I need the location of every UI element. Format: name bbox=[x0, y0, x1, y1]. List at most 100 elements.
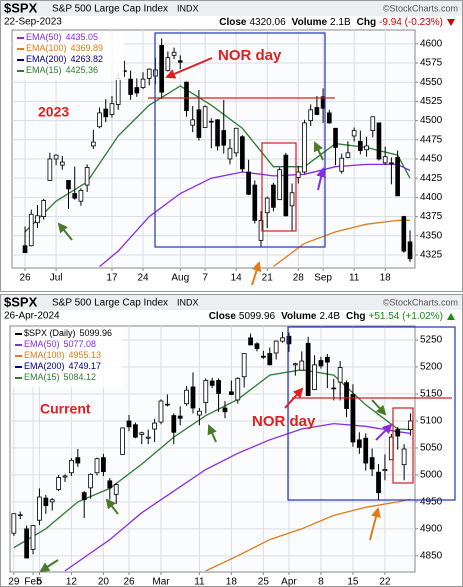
change-arrow bbox=[447, 19, 455, 26]
candle-body bbox=[66, 180, 71, 190]
candle-body bbox=[240, 136, 245, 170]
y-tick-label: 4375 bbox=[420, 211, 443, 222]
candle-body bbox=[363, 437, 369, 464]
candle-body bbox=[376, 471, 381, 494]
y-tick-label: 4475 bbox=[420, 134, 443, 145]
candle-body bbox=[184, 81, 189, 112]
y-tick-label: 5100 bbox=[420, 416, 443, 427]
annotation-box bbox=[392, 407, 414, 484]
annotation-arrow bbox=[369, 507, 381, 541]
candle-body bbox=[24, 528, 30, 559]
date: 22-Sep-2023 bbox=[4, 17, 62, 28]
legend-name: EMA(200) bbox=[24, 361, 65, 371]
exchange: INDX bbox=[177, 297, 199, 307]
candle-body bbox=[203, 380, 209, 404]
y-tick-label: 5250 bbox=[420, 335, 443, 346]
candle-body bbox=[382, 469, 388, 471]
candle-body bbox=[109, 103, 115, 115]
legend-entry: EMA(100) 4369.89 bbox=[26, 43, 103, 53]
legend-value: 4369.89 bbox=[71, 43, 104, 53]
x-tick-label: 26 bbox=[123, 577, 135, 587]
x-tick-label: 5 bbox=[37, 577, 43, 587]
annotation-text: NOR day bbox=[252, 413, 316, 430]
legend-name: EMA(100) bbox=[24, 350, 65, 360]
candle-body bbox=[56, 477, 62, 490]
candle-body bbox=[233, 127, 239, 154]
candle-body bbox=[120, 427, 125, 455]
symbol: $SPX bbox=[4, 294, 38, 309]
annotation-box bbox=[154, 32, 326, 248]
candle-body bbox=[196, 109, 202, 138]
y-tick-label: 4850 bbox=[420, 550, 443, 561]
candle-body bbox=[408, 420, 413, 430]
candle-body bbox=[277, 169, 282, 201]
x-tick-label: 17 bbox=[106, 273, 118, 284]
candle-body bbox=[248, 337, 253, 346]
candle-body bbox=[72, 193, 78, 199]
candle-body bbox=[11, 513, 17, 534]
candle-body bbox=[333, 127, 338, 148]
legend-name: EMA(50) bbox=[24, 339, 60, 349]
x-tick-label: 11 bbox=[349, 273, 360, 284]
candle-body bbox=[126, 420, 132, 428]
annotation-arrow bbox=[371, 399, 387, 416]
y-tick-label: 4500 bbox=[420, 115, 443, 126]
candle-body bbox=[133, 424, 138, 438]
candle-body bbox=[41, 200, 46, 217]
exchange: INDX bbox=[177, 3, 199, 13]
candle-body bbox=[289, 192, 295, 207]
annotation-text: Current bbox=[40, 401, 91, 417]
candle-body bbox=[370, 116, 376, 131]
candle-body bbox=[258, 219, 264, 241]
legend-name: EMA(50) bbox=[26, 32, 62, 42]
annotation-text: 2023 bbox=[38, 104, 69, 120]
candle-body bbox=[252, 184, 258, 221]
y-tick-label: 4450 bbox=[420, 154, 443, 165]
candle-body bbox=[62, 475, 68, 478]
annotation-arrow bbox=[39, 559, 59, 573]
close-value: 4320.06 bbox=[250, 17, 287, 28]
candle-body bbox=[139, 432, 145, 435]
candle-body bbox=[28, 213, 34, 247]
legend-entry: EMA(15) 5084.12 bbox=[24, 372, 96, 382]
candle-body bbox=[91, 141, 96, 147]
legend-value: 5077.08 bbox=[64, 339, 97, 349]
x-tick-label: 24 bbox=[137, 273, 149, 284]
candle-body bbox=[241, 353, 247, 378]
candle-body bbox=[369, 457, 375, 470]
ema-line bbox=[64, 422, 411, 572]
candle-body bbox=[331, 387, 337, 390]
quote-info: Close 5099.96 Volume 2.4B Chg +51.54 (+1.02%) bbox=[209, 311, 443, 322]
candle-body bbox=[30, 525, 36, 550]
x-tick-label: Aug bbox=[171, 273, 189, 284]
candle-body bbox=[350, 394, 356, 443]
candle-body bbox=[286, 335, 292, 345]
candle-body bbox=[351, 130, 357, 137]
x-tick-label: 20 bbox=[98, 577, 110, 587]
candle-body bbox=[158, 400, 164, 423]
annotation-box bbox=[261, 142, 297, 232]
date: 26-Apr-2024 bbox=[4, 311, 60, 322]
candle-body bbox=[140, 78, 146, 88]
annotation-text: NOR day bbox=[218, 47, 282, 64]
candle-body bbox=[97, 112, 102, 128]
candle-body bbox=[358, 140, 363, 151]
annotation-arrow bbox=[165, 57, 213, 79]
x-tick-label: 18 bbox=[380, 273, 392, 284]
y-tick-label: 4425 bbox=[420, 173, 443, 184]
candle-body bbox=[152, 422, 157, 430]
candle-body bbox=[401, 448, 407, 466]
candle-body bbox=[128, 78, 133, 95]
candle-body bbox=[216, 380, 221, 394]
volume-value: 2.4B bbox=[319, 311, 340, 322]
y-tick-label: 5150 bbox=[420, 389, 443, 400]
annotation-arrow bbox=[207, 424, 217, 443]
legend-name: EMA(100) bbox=[26, 43, 67, 53]
candle-body bbox=[81, 492, 87, 501]
candle-body bbox=[389, 162, 394, 165]
candle-body bbox=[271, 184, 276, 208]
candle-body bbox=[59, 161, 65, 166]
legend-name: $SPX (Daily) bbox=[24, 328, 76, 338]
legend-value: 4749.17 bbox=[69, 361, 102, 371]
